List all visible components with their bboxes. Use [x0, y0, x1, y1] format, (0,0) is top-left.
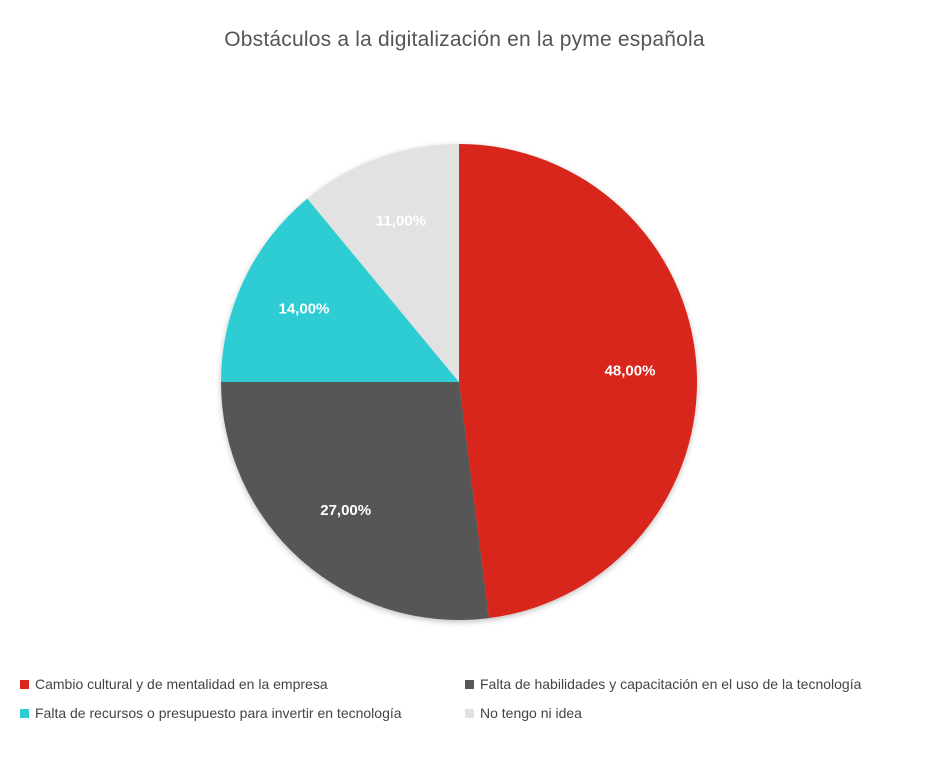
legend-swatch — [465, 708, 474, 718]
legend-label: Cambio cultural y de mentalidad en la em… — [35, 676, 328, 692]
legend-label: Falta de habilidades y capacitación en e… — [480, 676, 862, 692]
pie-slice-1 — [459, 144, 698, 619]
pie-slice-2 — [221, 382, 489, 620]
chart-title: Obstáculos a la digitalización en la pym… — [224, 28, 705, 51]
legend-swatch — [20, 679, 29, 689]
pie-slice-3 — [221, 198, 459, 382]
legend-item-falta-recursos: Falta de recursos o presupuesto para inv… — [20, 705, 402, 721]
pie-data-label-2: 27,00% — [320, 502, 371, 519]
pie-data-label-3: 14,00% — [279, 301, 330, 318]
pie-slice-4 — [307, 144, 459, 382]
pie-data-label-1: 48,00% — [605, 363, 656, 380]
legend-item-falta-habilidades: Falta de habilidades y capacitación en e… — [465, 676, 861, 692]
legend-swatch — [465, 679, 474, 689]
pie-data-label-4: 11,00% — [376, 212, 426, 229]
legend-item-cambio-cultural: Cambio cultural y de mentalidad en la em… — [20, 676, 328, 692]
legend-item-no-tengo-idea: No tengo ni idea — [465, 705, 582, 721]
pie-chart: 48,00% 27,00% 14,00% 11,00% — [221, 144, 698, 620]
legend-label: Falta de recursos o presupuesto para inv… — [35, 705, 402, 721]
legend-label: No tengo ni idea — [480, 705, 582, 721]
legend-swatch — [20, 708, 29, 718]
